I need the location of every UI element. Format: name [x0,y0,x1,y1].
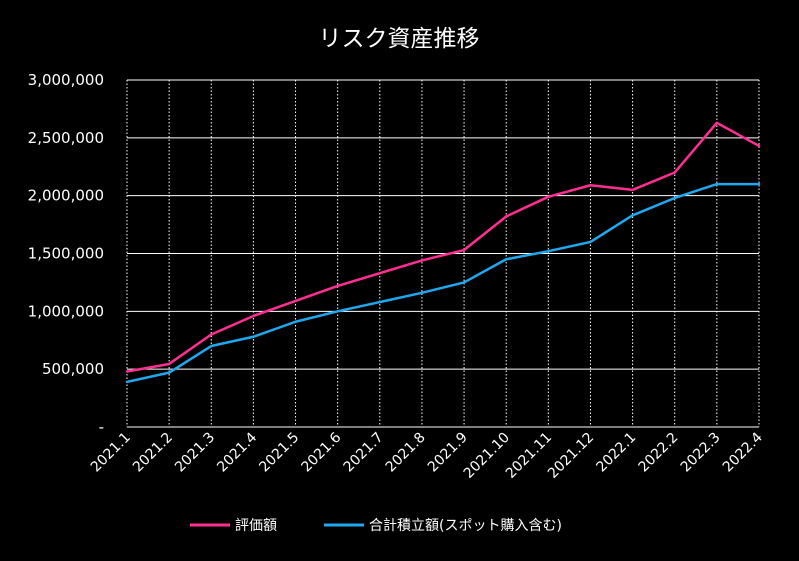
data-point [252,335,255,338]
data-point [631,214,634,217]
legend-label: 合計積立額(スポット購入含む) [369,518,562,534]
data-point [462,281,466,284]
x-tick-label: 2021.4 [214,429,260,475]
data-point [167,371,171,374]
x-tick-label: 2022.4 [720,429,766,475]
data-point [715,121,719,124]
data-point [420,259,424,262]
series-lines [125,121,761,384]
data-point [252,314,255,318]
x-tick-label: 2021.8 [383,430,429,476]
data-point [505,215,508,218]
data-point [589,184,592,187]
data-point [505,258,508,261]
data-point [378,271,381,275]
y-tick-label: 2,500,000 [28,129,104,147]
x-tick-label: 2021.7 [341,430,387,476]
data-point [210,344,213,348]
data-point [673,196,676,200]
data-point [715,182,719,186]
data-point [462,248,466,252]
y-axis-ticks: - 500,000 1,000,000 1,500,000 2,000,000 2,500… [28,71,104,436]
x-axis-ticks: 2021.12021.22021.32021.42021.52021.62021… [88,429,766,481]
data-point [167,362,171,366]
data-point [631,188,634,192]
data-point [210,333,213,336]
x-tick-label: 2021.2 [130,430,176,476]
data-point [673,171,676,174]
data-point [336,284,339,288]
data-point [294,299,297,303]
x-tick-label: 2022.1 [593,430,639,476]
data-point [757,182,761,186]
series-line-2 [126,182,759,384]
x-tick-label: 2022.3 [678,430,724,476]
y-tick-label: 1,000,000 [28,302,104,320]
y-tick-label: 2,000,000 [28,187,104,205]
y-tick-label: 3,000,000 [28,71,104,89]
gridlines [126,79,760,428]
x-tick-label: 2021.6 [299,429,345,475]
y-tick-label: - [99,418,104,436]
data-point [547,249,550,253]
x-tick-label: 2021.1 [88,430,134,476]
data-point [589,240,592,244]
data-point [378,300,381,304]
series-line-1 [126,121,760,373]
legend-item-1: 評価額 [190,518,277,534]
legend-label: 評価額 [235,518,277,534]
x-tick-label: 2021.5 [256,430,302,476]
data-point [125,370,129,373]
y-tick-label: 1,500,000 [28,245,104,263]
legend: 評価額 合計積立額(スポット購入含む) [190,518,562,534]
x-tick-label: 2021.12 [545,430,597,482]
chart-title: リスク資産推移 [319,26,480,52]
y-tick-label: 500,000 [42,360,104,378]
data-point [547,195,550,199]
data-point [757,144,761,148]
data-point [420,291,424,295]
data-point [125,380,129,384]
data-point [336,310,339,313]
x-tick-label: 2022.2 [636,430,682,476]
x-tick-label: 2021.3 [172,430,218,476]
legend-item-2: 合計積立額(スポット購入含む) [324,518,562,534]
data-point [294,320,297,323]
